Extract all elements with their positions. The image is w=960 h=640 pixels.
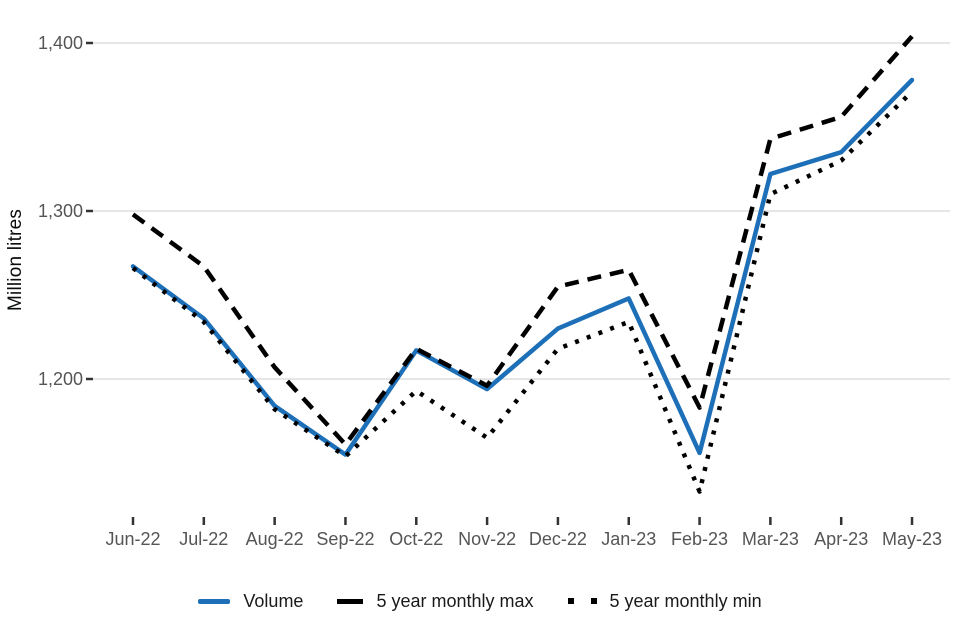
max-dash-swatch bbox=[337, 598, 364, 604]
legend-item-volume: Volume bbox=[198, 591, 303, 612]
x-tick-label: Dec-22 bbox=[529, 529, 587, 549]
x-tick-label: Mar-23 bbox=[742, 529, 799, 549]
legend-label-max: 5 year monthly max bbox=[376, 590, 534, 611]
series-line-solid bbox=[130, 77, 915, 457]
series-line-dotted bbox=[131, 90, 914, 494]
legend-label-volume: Volume bbox=[243, 590, 304, 611]
legend-label-min: 5 year monthly min bbox=[609, 590, 762, 611]
x-tick-label: Jun-22 bbox=[105, 529, 160, 549]
x-tick-label: May-23 bbox=[882, 529, 942, 549]
chart-legend: Volume 5 year monthly max 5 year monthly… bbox=[0, 584, 960, 618]
series-line-dashed bbox=[131, 34, 914, 447]
x-tick-label: Jan-23 bbox=[601, 529, 656, 549]
y-tick-label: 1,400 bbox=[38, 33, 83, 53]
y-axis-title: Million litres bbox=[5, 208, 26, 312]
y-tick-label: 1,200 bbox=[38, 369, 83, 389]
x-tick-label: Sep-22 bbox=[316, 529, 374, 549]
x-tick-label: Apr-23 bbox=[814, 529, 868, 549]
x-tick-label: Oct-22 bbox=[389, 529, 443, 549]
legend-item-min: 5 year monthly min bbox=[567, 590, 762, 612]
y-tick-label: 1,300 bbox=[38, 201, 83, 221]
x-tick-label: Nov-22 bbox=[458, 529, 516, 549]
x-tick-label: Jul-22 bbox=[179, 529, 228, 549]
min-dots-swatch bbox=[567, 598, 597, 604]
volume-line-swatch bbox=[198, 598, 231, 604]
x-tick-label: Aug-22 bbox=[246, 529, 304, 549]
x-tick-label: Feb-23 bbox=[671, 529, 728, 549]
legend-item-max: 5 year monthly max bbox=[337, 590, 534, 612]
